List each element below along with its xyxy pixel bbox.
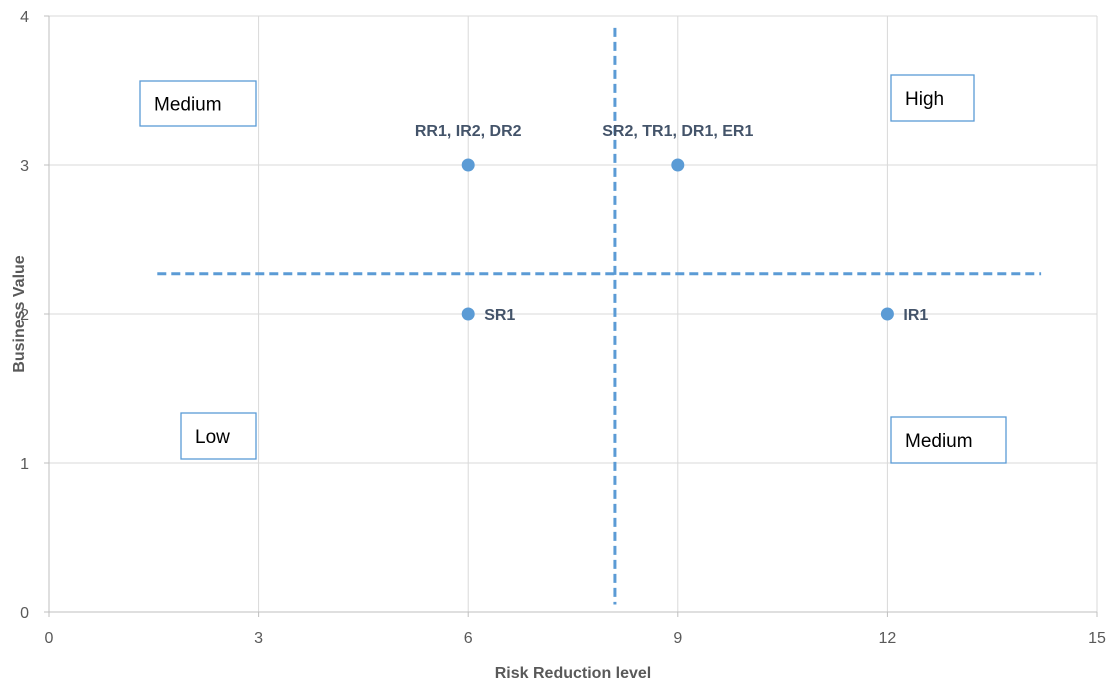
quadrant-label-bottom-right: Medium — [890, 416, 1007, 464]
y-axis-title: Business Value — [11, 255, 28, 372]
quadrant-labels: Medium High Low Medium — [139, 74, 1007, 464]
data-point — [461, 307, 475, 321]
quadrant-box — [890, 74, 975, 122]
quadrant-dividers — [157, 27, 1042, 605]
quadrant-label-text: Medium — [154, 95, 222, 116]
data-point — [461, 158, 475, 172]
x-tick-label: 9 — [673, 630, 682, 647]
quadrant-box — [139, 80, 257, 127]
data-point-label: SR2, TR1, DR1, ER1 — [602, 123, 753, 140]
y-tick-label: 3 — [20, 158, 29, 175]
data-point-label: SR1 — [484, 307, 515, 324]
quadrant-label-text: High — [905, 89, 944, 110]
data-point-label: IR1 — [903, 307, 928, 324]
data-point — [671, 158, 685, 172]
y-tick-label: 0 — [20, 605, 29, 622]
y-tick-label: 2 — [20, 307, 29, 324]
x-tick-label: 15 — [1088, 630, 1106, 647]
x-tick-label: 3 — [254, 630, 263, 647]
quadrant-label-top-right: High — [890, 74, 975, 122]
quadrant-label-top-left: Medium — [139, 80, 257, 127]
y-tick-label: 1 — [20, 456, 29, 473]
x-axis-title: Risk Reduction level — [495, 665, 652, 682]
y-tick-label: 4 — [20, 9, 29, 26]
quadrant-label-text: Low — [195, 427, 230, 448]
grid-lines — [49, 15, 1098, 612]
x-tick-label: 6 — [464, 630, 473, 647]
x-tick-label: 0 — [45, 630, 54, 647]
quadrant-box — [180, 412, 257, 460]
quadrant-label-bottom-left: Low — [180, 412, 257, 460]
x-tick-label: 12 — [879, 630, 897, 647]
data-point-label: RR1, IR2, DR2 — [415, 123, 522, 140]
data-points: RR1, IR2, DR2 SR2, TR1, DR1, ER1 SR1 IR1 — [415, 123, 929, 324]
quadrant-box — [890, 416, 1007, 464]
data-point — [880, 307, 894, 321]
quadrant-label-text: Medium — [905, 431, 973, 452]
